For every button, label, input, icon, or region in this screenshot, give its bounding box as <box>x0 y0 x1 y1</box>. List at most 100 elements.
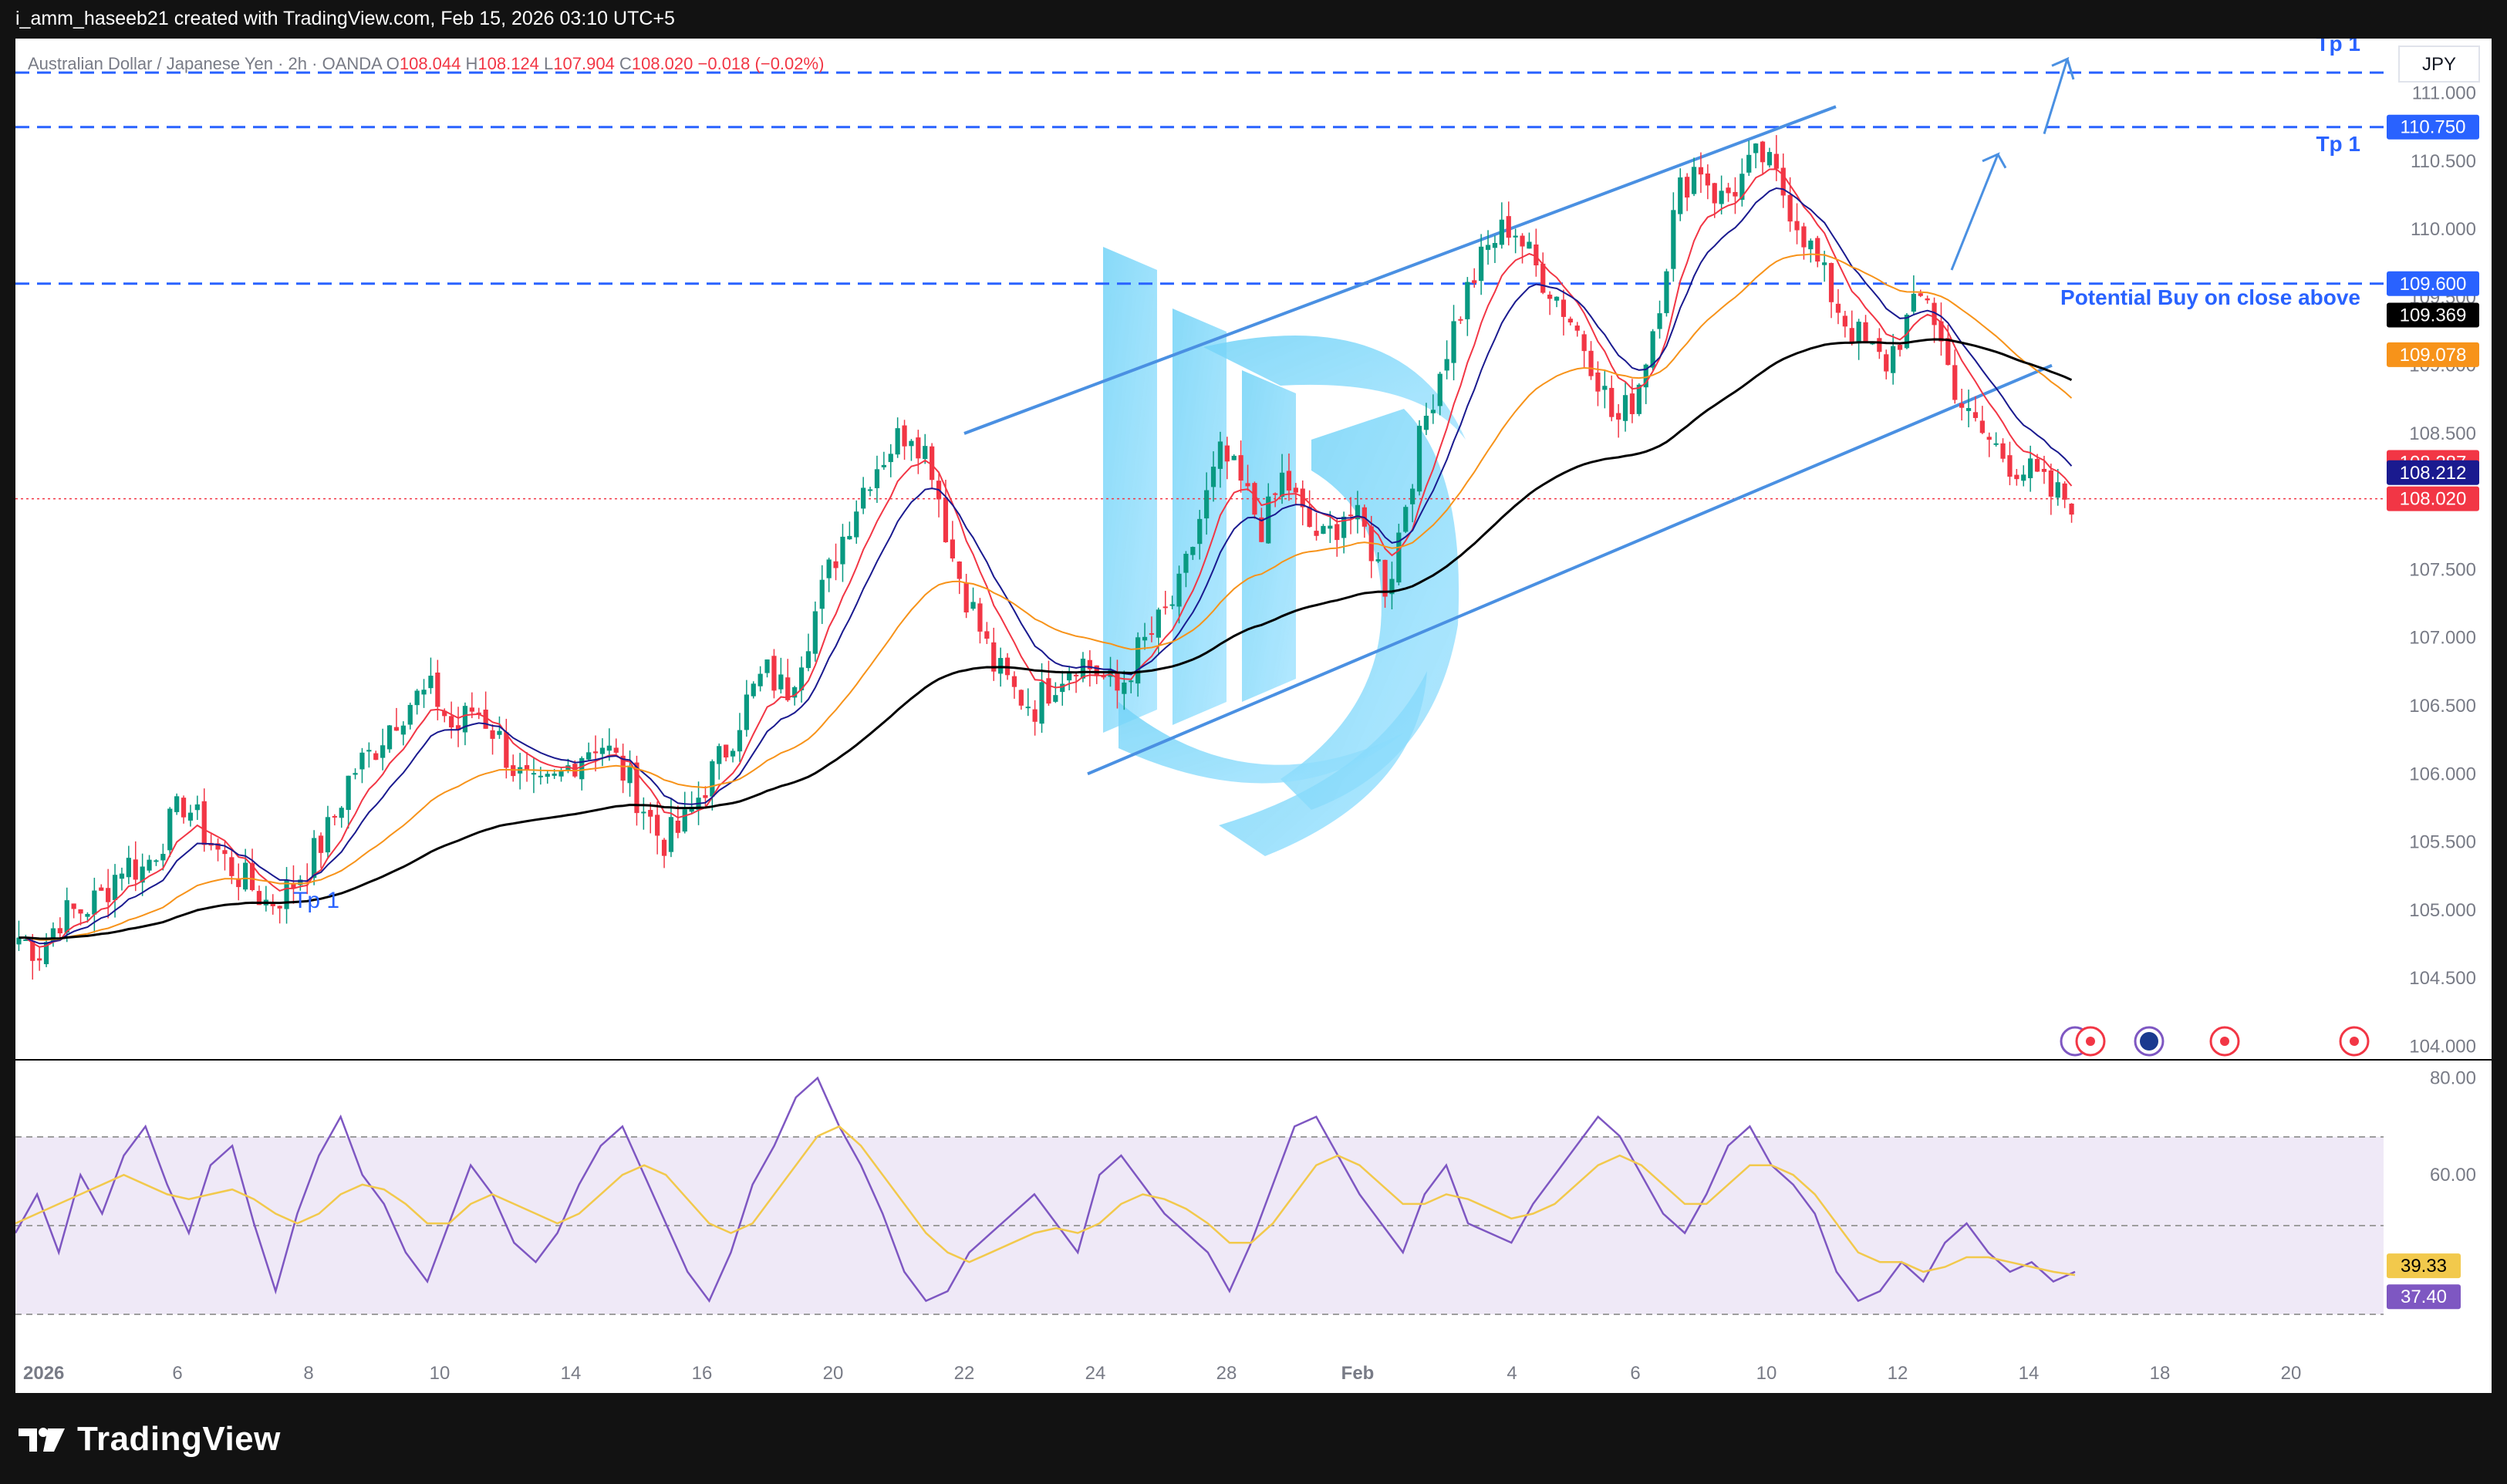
candle-body[interactable] <box>1039 682 1044 724</box>
candle-body[interactable] <box>483 710 488 729</box>
candle-body[interactable] <box>270 903 275 906</box>
candle-body[interactable] <box>1430 410 1436 413</box>
candle-body[interactable] <box>1183 553 1189 573</box>
candle-body[interactable] <box>1169 604 1175 606</box>
candle-body[interactable] <box>187 812 194 821</box>
candle-body[interactable] <box>1945 338 1951 366</box>
candle-body[interactable] <box>1135 637 1141 684</box>
candle-body[interactable] <box>1314 531 1319 536</box>
candle-body[interactable] <box>1643 364 1648 388</box>
time-axis[interactable]: 2026 6 8 10 14 16 20 22 24 28 Feb 4 6 10 12 14 18 20 <box>23 1363 2301 1384</box>
candle-body[interactable] <box>1300 488 1305 508</box>
candle-body[interactable] <box>1492 243 1498 248</box>
candle-body[interactable] <box>833 561 838 568</box>
candle-body[interactable] <box>1286 470 1292 491</box>
candle-body[interactable] <box>565 765 571 771</box>
candle-body[interactable] <box>1341 516 1347 538</box>
candle-body[interactable] <box>1060 683 1065 693</box>
candle-body[interactable] <box>1115 672 1120 691</box>
candle-body[interactable] <box>606 745 612 751</box>
candle-body[interactable] <box>1307 506 1312 528</box>
candle-body[interactable] <box>668 817 674 852</box>
candle-body[interactable] <box>1451 321 1456 363</box>
candle-body[interactable] <box>909 440 914 447</box>
candle-body[interactable] <box>1965 408 1972 411</box>
candle-body[interactable] <box>1224 445 1230 462</box>
candle-body[interactable] <box>2062 483 2067 500</box>
candle-body[interactable] <box>1197 518 1203 545</box>
candle-body[interactable] <box>2021 474 2026 481</box>
candle-body[interactable] <box>798 667 805 691</box>
candle-body[interactable] <box>552 773 557 776</box>
candle-body[interactable] <box>504 732 509 768</box>
candle-body[interactable] <box>133 859 138 880</box>
price-label-badge[interactable] <box>2387 114 2479 140</box>
candle-body[interactable] <box>1911 293 1916 312</box>
candle-body[interactable] <box>710 761 715 797</box>
candle-body[interactable] <box>1204 490 1210 519</box>
candle-body[interactable] <box>1932 302 1937 325</box>
candle-body[interactable] <box>1787 194 1793 222</box>
candle-body[interactable] <box>1979 420 1985 433</box>
candle-body[interactable] <box>106 888 111 902</box>
candle-body[interactable] <box>724 744 729 758</box>
candle-body[interactable] <box>1685 177 1690 198</box>
candle-body[interactable] <box>1925 298 1930 301</box>
candle-body[interactable] <box>599 747 606 754</box>
candle-body[interactable] <box>1321 525 1326 535</box>
candle-body[interactable] <box>140 866 145 883</box>
candle-body[interactable] <box>1897 345 1903 350</box>
candle-body[interactable] <box>50 928 56 943</box>
candle-body[interactable] <box>1622 395 1628 421</box>
candle-body[interactable] <box>71 903 76 909</box>
candle-body[interactable] <box>1835 303 1841 313</box>
candle-body[interactable] <box>524 764 530 771</box>
candle-body[interactable] <box>1849 328 1854 342</box>
candle-body[interactable] <box>1739 174 1745 201</box>
candle-body[interactable] <box>1993 443 1999 445</box>
candle-body[interactable] <box>1657 313 1662 329</box>
candle-body[interactable] <box>1389 578 1395 595</box>
candle-body[interactable] <box>1540 263 1546 293</box>
candle-body[interactable] <box>1602 386 1608 390</box>
candle-body[interactable] <box>147 859 152 871</box>
candle-body[interactable] <box>682 809 687 832</box>
candle-body[interactable] <box>1801 226 1807 248</box>
candle-body[interactable] <box>119 873 125 879</box>
candle-body[interactable] <box>778 674 784 690</box>
candle-body[interactable] <box>1382 559 1388 597</box>
candle-body[interactable] <box>1952 365 1958 400</box>
candle-body[interactable] <box>984 631 990 639</box>
price-label-badge[interactable] <box>2387 460 2479 485</box>
candle-body[interactable] <box>373 753 379 761</box>
candle-body[interactable] <box>332 815 337 818</box>
candle-body[interactable] <box>1733 191 1738 197</box>
candle-body[interactable] <box>826 559 832 578</box>
candle-body[interactable] <box>407 704 413 725</box>
candle-body[interactable] <box>923 446 928 460</box>
price-label-badge[interactable] <box>2387 271 2479 296</box>
candle-body[interactable] <box>201 801 207 845</box>
candle-body[interactable] <box>256 891 262 906</box>
candle-body[interactable] <box>963 582 969 613</box>
candle-body[interactable] <box>531 773 537 775</box>
candle-body[interactable] <box>1396 532 1402 583</box>
candle-body[interactable] <box>1328 525 1333 529</box>
candle-body[interactable] <box>1938 321 1944 342</box>
candle-body[interactable] <box>586 752 592 760</box>
candle-body[interactable] <box>1842 315 1847 327</box>
candle-body[interactable] <box>346 775 351 811</box>
candle-body[interactable] <box>1279 472 1285 497</box>
candle-body[interactable] <box>1877 338 1882 352</box>
candle-body[interactable] <box>634 762 639 814</box>
candle-body[interactable] <box>1753 143 1759 153</box>
candle-body[interactable] <box>99 887 104 891</box>
candle-body[interactable] <box>792 686 798 698</box>
candle-body[interactable] <box>902 425 907 447</box>
candle-body[interactable] <box>538 775 543 777</box>
candle-body[interactable] <box>449 716 454 728</box>
candle-body[interactable] <box>85 913 90 917</box>
candle-body[interactable] <box>991 642 997 672</box>
candle-body[interactable] <box>1025 707 1031 709</box>
candle-body[interactable] <box>249 863 255 891</box>
